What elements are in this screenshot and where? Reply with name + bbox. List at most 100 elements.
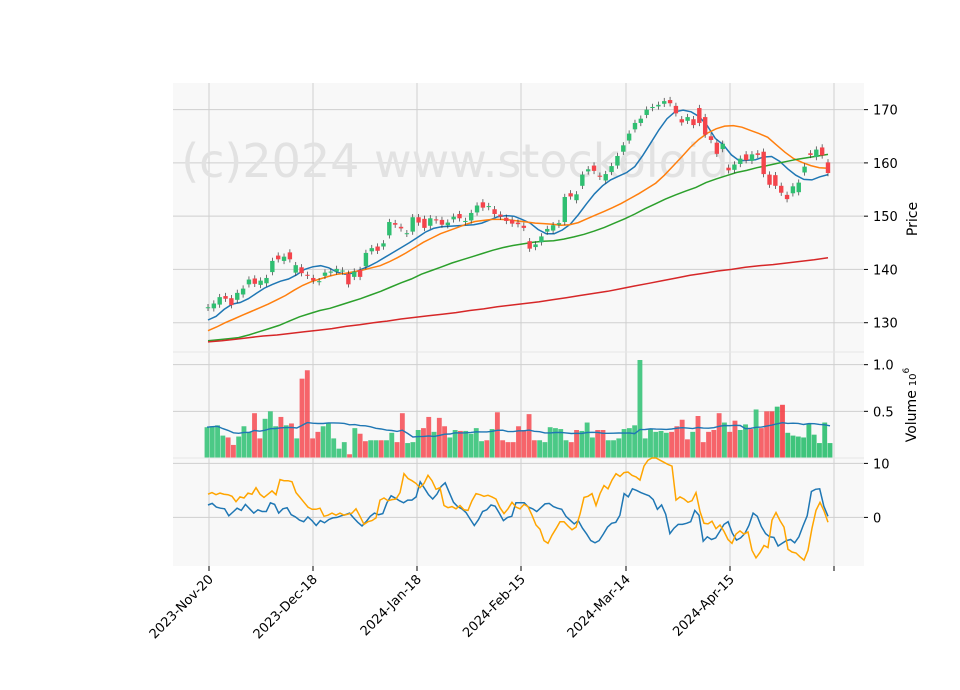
candle-body — [685, 117, 690, 121]
volume-bar — [547, 427, 553, 458]
candle-body — [767, 174, 772, 185]
candle-body — [779, 185, 784, 193]
volume-tick-label: 1.0 — [873, 359, 894, 374]
candle-body — [422, 218, 427, 228]
candle-body — [229, 298, 234, 306]
candle-body — [580, 174, 585, 186]
volume-bar — [674, 426, 680, 458]
candle-body — [369, 248, 374, 252]
volume-bar — [489, 429, 495, 458]
volume-bar — [801, 437, 807, 458]
indicator-panel: 0 10 — [173, 457, 890, 566]
candle-body — [357, 269, 363, 277]
volume-bar — [215, 425, 220, 458]
volume-bar — [642, 438, 648, 458]
volume-bar — [341, 442, 347, 458]
volume-bar — [537, 440, 543, 458]
volume-bar — [304, 370, 310, 458]
volume-bar — [320, 426, 326, 458]
volume-bar — [431, 431, 437, 458]
candle-body — [305, 274, 310, 276]
candle-body — [469, 212, 474, 221]
x-tick-label: 2024-Mar-14 — [565, 572, 634, 641]
volume-bar — [468, 433, 474, 458]
candle-body — [802, 166, 807, 173]
x-tick-label: 2024-Feb-15 — [460, 572, 529, 641]
volume-bar — [436, 417, 442, 458]
volume-bar — [605, 440, 611, 458]
candle-body — [650, 106, 655, 109]
volume-bar — [743, 424, 748, 458]
candle-body — [761, 151, 766, 175]
volume-bar — [758, 428, 764, 458]
volume-bar — [632, 425, 638, 458]
candle-body — [562, 196, 567, 223]
volume-bar — [611, 440, 616, 458]
volume-bar — [368, 440, 374, 458]
volume-panel: 0.5 1.0 Volume106 — [173, 351, 920, 458]
candle-body — [463, 220, 468, 223]
volume-bar — [521, 430, 527, 458]
volume-bar — [817, 443, 822, 458]
candle-body — [492, 209, 497, 215]
volume-bar — [827, 443, 833, 458]
candle-body — [486, 206, 491, 208]
volume-bar — [267, 411, 273, 458]
candle-body — [691, 119, 696, 126]
candle-body — [708, 136, 714, 140]
volume-bar — [716, 413, 722, 458]
candle-body — [644, 109, 649, 115]
volume-bar — [621, 429, 627, 458]
candle-body — [603, 174, 608, 181]
candle-body — [533, 244, 538, 248]
volume-bar — [220, 435, 226, 458]
ma-line-3 — [207, 256, 829, 343]
watermark: (c)2024 www.stockoloid — [181, 134, 729, 188]
volume-bar — [737, 430, 743, 458]
volume-bar — [690, 431, 696, 458]
volume-bar — [531, 440, 537, 458]
candle-body — [474, 205, 480, 213]
volume-bar — [616, 438, 622, 458]
volume-bar — [764, 411, 770, 458]
candle-body — [316, 281, 322, 283]
candle-body — [275, 255, 281, 260]
volume-bar — [637, 360, 643, 458]
volume-bar — [785, 432, 791, 458]
price-tick-label: 130 — [873, 317, 898, 332]
candle-body — [270, 260, 275, 273]
volume-bar — [679, 419, 685, 458]
indicator-tick-label: 10 — [873, 457, 890, 472]
volume-bar — [289, 423, 294, 458]
volume-bar — [405, 443, 411, 458]
candle-body — [702, 117, 708, 135]
volume-bar — [278, 416, 284, 458]
candle-body — [621, 145, 626, 152]
volume-bar — [700, 442, 706, 458]
volume-bar — [241, 426, 247, 458]
candle-body — [498, 214, 503, 217]
volume-bar — [526, 414, 532, 458]
candle-body — [445, 222, 451, 226]
candle-body — [638, 118, 644, 123]
candle-body — [667, 100, 673, 104]
x-tick-label: 2023-Dec-18 — [251, 572, 321, 642]
candle-body — [293, 265, 298, 273]
volume-bar — [447, 437, 453, 458]
volume-bar — [336, 448, 342, 458]
volume-bar — [553, 428, 558, 458]
volume-bar — [685, 439, 690, 458]
candle-body — [504, 217, 509, 221]
volume-bar — [442, 426, 448, 458]
volume-bar — [384, 440, 389, 458]
price-panel: (c)2024 www.stockoloid 130 140 150 160 170 P… — [173, 83, 921, 352]
volume-bar — [653, 431, 659, 458]
candle-body — [439, 219, 445, 225]
volume-bar — [457, 430, 463, 458]
volume-bar — [262, 418, 268, 458]
candle-body — [784, 194, 790, 200]
volume-bar — [452, 430, 458, 458]
candle-body — [240, 288, 246, 295]
volume-bar — [310, 438, 316, 458]
